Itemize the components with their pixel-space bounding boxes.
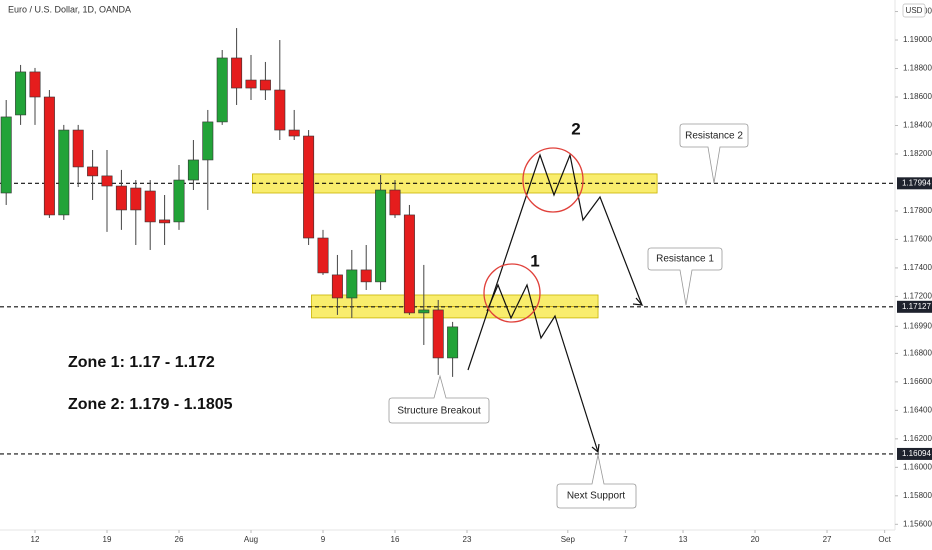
callout-text: Next Support [567, 491, 626, 502]
y-tick-label: 1.16990 [903, 321, 932, 330]
y-tick-label: 1.15600 [903, 519, 932, 528]
candle-body [173, 179, 185, 223]
zone-text: Zone 2: 1.179 - 1.1805 [68, 396, 233, 413]
candle-body [447, 326, 459, 359]
chart-title: Euro / U.S. Dollar, 1D, OANDA [8, 4, 131, 14]
candle-body [187, 159, 199, 181]
candle-body [288, 129, 300, 137]
level-label: 1.16094 [902, 449, 931, 458]
currency-box [902, 3, 926, 18]
candle-body [245, 79, 257, 89]
candle-body [101, 175, 113, 187]
y-tick-label: 1.18200 [903, 149, 932, 158]
callouts [388, 123, 749, 509]
callout-box [647, 247, 723, 306]
y-tick-label: 1.16600 [903, 377, 932, 386]
y-tick-label: 1.16400 [903, 405, 932, 414]
callout-box [388, 374, 490, 424]
candle-body [144, 190, 156, 223]
callout-text: Resistance 1 [656, 254, 714, 265]
candle-body [43, 96, 55, 216]
x-tick-label: 16 [391, 535, 400, 544]
candle-body [29, 71, 41, 98]
x-tick-label: 13 [679, 535, 688, 544]
x-tick-label: Oct [878, 535, 891, 544]
candle-body [15, 71, 27, 116]
candle-body [346, 269, 358, 299]
x-tick-label: Aug [244, 535, 258, 544]
projection-path [486, 283, 599, 453]
projection-path [467, 152, 643, 371]
circle [522, 147, 584, 213]
label: 1 [530, 251, 539, 270]
currency: USD [906, 6, 923, 15]
level-label: 1.17127 [902, 302, 931, 311]
x-tick-label: 19 [103, 535, 112, 544]
circle [483, 263, 541, 323]
candle-body [202, 121, 214, 161]
candle-body [130, 187, 142, 211]
y-tick-label: 1.18800 [903, 64, 932, 73]
x-tick-label: 26 [175, 535, 184, 544]
candle-body [72, 129, 84, 168]
y-tick-label: 1.17800 [903, 206, 932, 215]
x-tick-label: 7 [623, 535, 628, 544]
y-tick-label: 1.15800 [903, 491, 932, 500]
x-tick-label: 20 [751, 535, 760, 544]
label: 2 [571, 119, 580, 138]
callout-text: Resistance 2 [685, 131, 743, 142]
candle-body [303, 135, 315, 239]
callout-text: Structure Breakout [397, 406, 481, 417]
candle-body [216, 57, 228, 123]
y-tick-label: 1.19000 [903, 35, 932, 44]
y-tick-label: 1.17600 [903, 235, 932, 244]
axes: 1.192001.190001.188001.186001.184001.182… [31, 7, 932, 544]
level-label-box [897, 447, 932, 460]
y-tick-label: 1.16800 [903, 348, 932, 357]
candle-body [87, 166, 99, 177]
x-tick-label: Sep [561, 535, 576, 544]
y-tick-label: 1.18600 [903, 92, 932, 101]
y-tick-label: 1.17200 [903, 292, 932, 301]
level-label-box [897, 177, 932, 190]
callout-box [679, 123, 749, 184]
candle-body [331, 274, 343, 299]
candle-body [231, 57, 243, 89]
candle-body [403, 214, 415, 314]
candle-body [317, 237, 329, 274]
candle-body [159, 219, 171, 224]
y-tick-label: 1.16200 [903, 434, 932, 443]
candle-body [418, 309, 430, 314]
candle-body [115, 185, 127, 211]
candle-body [0, 116, 12, 194]
level-label-box [897, 300, 932, 313]
candle-body [58, 129, 70, 216]
y-tick-label: 1.17400 [903, 263, 932, 272]
levels: 1.17994 1.17127 1.16094 [0, 177, 932, 460]
x-tick-label: 9 [321, 535, 326, 544]
candle-body [389, 189, 401, 216]
arrow-head [591, 443, 600, 454]
candle-body [360, 269, 372, 283]
candles [0, 28, 459, 377]
level-label: 1.17994 [902, 178, 931, 187]
zone-text: Zone 1: 1.17 - 1.172 [68, 354, 215, 371]
x-tick-label: 27 [823, 535, 832, 544]
x-tick-label: 12 [31, 535, 40, 544]
y-tick-label: 1.18400 [903, 121, 932, 130]
x-tick-label: 23 [463, 535, 472, 544]
arrow-head [632, 297, 644, 306]
candle-body [274, 89, 286, 131]
callout-box [556, 454, 637, 509]
y-tick-label: 1.16000 [903, 462, 932, 471]
candle-body [259, 79, 271, 91]
projection [467, 152, 644, 454]
candle-body [375, 189, 387, 283]
candle-body [432, 309, 444, 359]
